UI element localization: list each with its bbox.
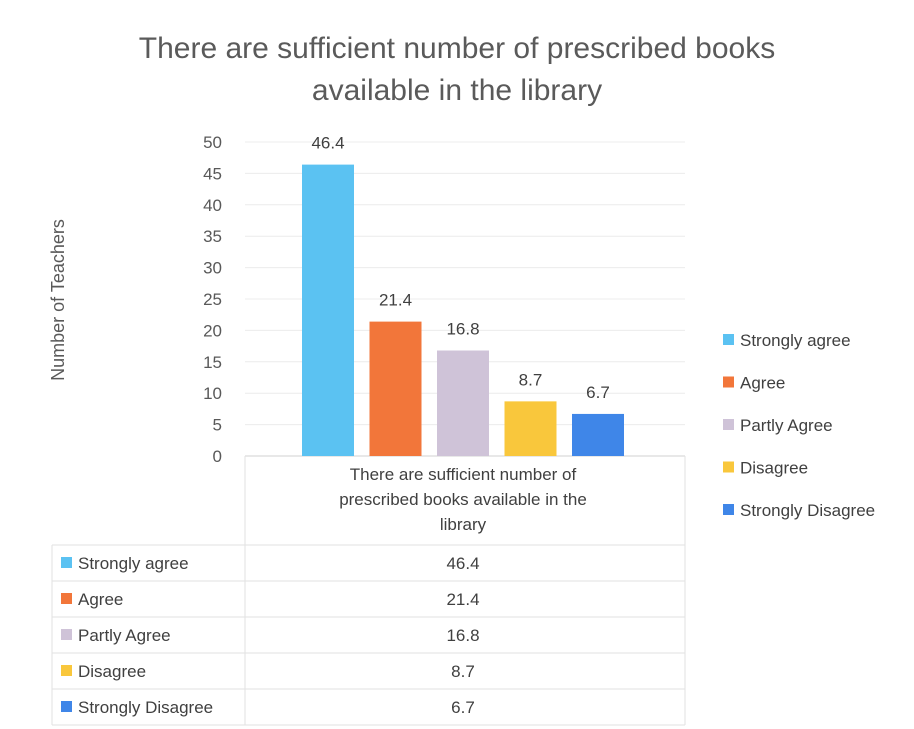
y-tick-label: 30 (203, 259, 222, 278)
y-tick-label: 5 (213, 416, 222, 435)
bars (302, 164, 624, 456)
y-tick-label: 25 (203, 290, 222, 309)
table-row-label: Disagree (78, 662, 146, 681)
bar (504, 401, 557, 456)
y-axis-ticks: 0 5 10 15 20 25 30 35 40 45 50 (203, 133, 222, 466)
data-label: 6.7 (586, 383, 610, 402)
table-legend-key (61, 701, 72, 712)
data-table: Strongly agree 46.4 Agree 21.4 Partly Agree 1… (51, 456, 686, 726)
y-tick-label: 35 (203, 227, 222, 246)
y-tick-label: 20 (203, 321, 222, 340)
legend: Strongly agree Agree Partly Agree Disagree S… (723, 331, 875, 520)
table-cell-value: 8.7 (451, 662, 475, 681)
y-tick-label: 40 (203, 196, 222, 215)
y-tick-label: 45 (203, 164, 222, 183)
legend-swatch (723, 334, 734, 345)
table-legend-key (61, 665, 72, 676)
category-label: There are sufficient number of prescribed… (339, 465, 587, 534)
bar (302, 164, 354, 456)
chart-title-line: available in the library (312, 74, 602, 107)
chart-title: There are sufficient number of prescribe… (139, 32, 775, 107)
category-label-line: There are sufficient number of (350, 465, 577, 484)
legend-swatch (723, 419, 734, 430)
y-tick-label: 15 (203, 353, 222, 372)
y-tick-label: 10 (203, 384, 222, 403)
category-label-line: prescribed books available in the (339, 490, 587, 509)
bar (437, 350, 489, 456)
data-label: 46.4 (311, 134, 344, 153)
legend-label: Partly Agree (740, 416, 833, 435)
table-row-label: Strongly Disagree (78, 698, 213, 717)
table-cell-value: 21.4 (446, 590, 479, 609)
table-row-label: Partly Agree (78, 626, 171, 645)
table-legend-key (61, 629, 72, 640)
legend-swatch (723, 376, 734, 388)
chart-title-line: There are sufficient number of prescribe… (139, 32, 775, 65)
legend-label: Strongly Disagree (740, 501, 875, 520)
legend-label: Disagree (740, 459, 808, 478)
bar (572, 413, 624, 456)
legend-label: Strongly agree (740, 331, 851, 350)
data-label: 21.4 (379, 291, 412, 310)
table-cell-value: 46.4 (446, 554, 479, 573)
table-legend-key (61, 593, 72, 604)
bar (369, 321, 422, 456)
y-tick-label: 0 (213, 447, 222, 466)
y-tick-label: 50 (203, 133, 222, 152)
y-axis-title: Number of Teachers (48, 219, 68, 381)
category-label-line: library (440, 515, 487, 534)
legend-swatch (723, 504, 734, 515)
data-label: 8.7 (519, 370, 543, 389)
data-labels: 46.4 21.4 16.8 8.7 6.7 (311, 134, 609, 402)
table-cell-value: 16.8 (446, 626, 479, 645)
table-row-label: Strongly agree (78, 554, 189, 573)
legend-swatch (723, 461, 734, 473)
table-row-label: Agree (78, 590, 123, 609)
legend-label: Agree (740, 374, 785, 393)
table-cell-value: 6.7 (451, 698, 475, 717)
table-legend-key (61, 557, 72, 568)
data-label: 16.8 (446, 319, 479, 338)
